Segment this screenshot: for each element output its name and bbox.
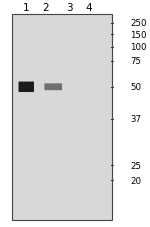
Text: 37: 37 <box>130 115 141 124</box>
FancyBboxPatch shape <box>19 82 34 93</box>
Text: 50: 50 <box>130 83 141 92</box>
Text: 1: 1 <box>23 3 30 13</box>
Text: 4: 4 <box>85 3 92 13</box>
Bar <box>12 15 112 220</box>
Text: 150: 150 <box>130 31 147 40</box>
FancyBboxPatch shape <box>44 84 62 91</box>
Text: 75: 75 <box>130 57 141 66</box>
Text: 3: 3 <box>66 3 72 13</box>
Text: 250: 250 <box>130 19 147 28</box>
Text: 20: 20 <box>130 176 141 185</box>
Text: 25: 25 <box>130 161 141 170</box>
Text: 100: 100 <box>130 43 147 52</box>
Text: 2: 2 <box>42 3 49 13</box>
